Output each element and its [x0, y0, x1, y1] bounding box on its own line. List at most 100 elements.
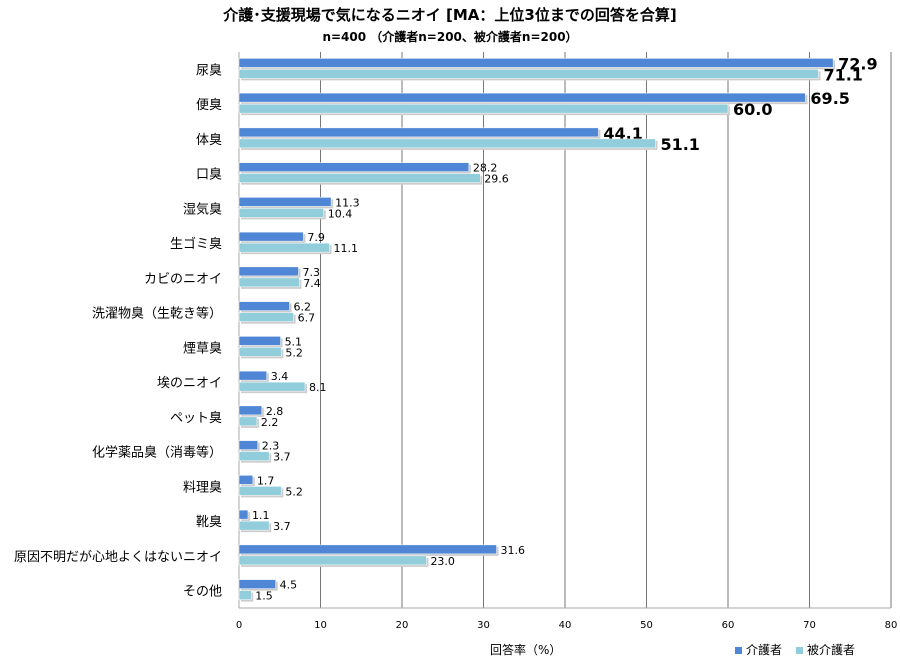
- data-label: 23.0: [430, 555, 455, 568]
- category-label: 口臭: [196, 168, 222, 183]
- bar-caregiver: [238, 162, 470, 172]
- bar-caregiver: [238, 127, 599, 138]
- data-label: 11.3: [335, 196, 360, 209]
- data-label: 1.1: [252, 509, 270, 522]
- data-label: 31.6: [501, 544, 526, 557]
- category-label: 尿臭: [196, 63, 222, 78]
- data-label: 7.9: [307, 231, 325, 244]
- bar-caregiver: [238, 509, 249, 520]
- data-label: 2.2: [261, 416, 279, 429]
- legend-label: 介護者: [746, 643, 783, 657]
- data-label: 3.7: [273, 520, 291, 533]
- x-tick-label: 10: [314, 620, 327, 631]
- data-label: 60.0: [733, 100, 772, 119]
- legend-item-0: 介護者: [735, 641, 782, 658]
- bar-caregiver: [238, 405, 263, 416]
- x-tick-label: 0: [236, 620, 242, 631]
- data-label: 1.5: [255, 590, 273, 603]
- category-label: 洗濯物臭（生乾き等）: [92, 306, 222, 322]
- data-label: 2.8: [266, 405, 284, 418]
- data-label: 72.9: [838, 54, 877, 73]
- data-label: 71.1: [823, 65, 862, 84]
- data-label: 10.4: [328, 207, 353, 220]
- bar-caregiver: [238, 544, 497, 555]
- x-tick-label: 50: [640, 620, 653, 631]
- bar-care-receiver: [238, 138, 656, 149]
- category-label: ペット臭: [170, 411, 222, 426]
- legend-item-1: 被介護者: [796, 641, 855, 658]
- category-label: 化学薬品臭（消毒等）: [92, 445, 222, 461]
- bar-caregiver: [238, 92, 806, 103]
- bar-care-receiver: [238, 486, 282, 496]
- bar-caregiver: [238, 266, 299, 277]
- data-label: 5.2: [285, 346, 303, 359]
- data-label: 11.1: [333, 242, 358, 255]
- x-axis-label: 回答率（%）: [490, 643, 562, 657]
- category-label: 便臭: [196, 98, 222, 113]
- category-label: 煙草臭: [183, 341, 222, 356]
- x-tick-label: 70: [803, 620, 816, 631]
- data-label: 3.7: [273, 451, 291, 464]
- bar-caregiver: [238, 197, 332, 207]
- category-label: 埃のニオイ: [157, 376, 222, 391]
- data-label: 6.2: [294, 301, 312, 314]
- data-label: 28.2: [473, 162, 498, 175]
- bar-care-receiver: [238, 312, 294, 322]
- chart-subtitle: n=400 （介護者n=200、被介護者n=200）: [322, 30, 578, 44]
- legend-swatch: [796, 647, 804, 654]
- data-label: 51.1: [660, 135, 699, 154]
- bar-care-receiver: [238, 242, 330, 253]
- legend: 介護者 被介護者: [735, 641, 855, 658]
- data-label: 5.1: [285, 335, 303, 348]
- data-label: 6.7: [298, 312, 316, 325]
- data-label: 4.5: [280, 579, 298, 592]
- bar-care-receiver: [238, 208, 325, 218]
- data-label: 69.5: [810, 89, 849, 108]
- data-label: 7.4: [303, 277, 321, 290]
- bar-care-receiver: [238, 451, 270, 461]
- category-label: 靴臭: [196, 515, 222, 530]
- legend-label: 被介護者: [807, 643, 856, 657]
- category-label: 体臭: [196, 133, 222, 148]
- category-label: 料理臭: [183, 480, 222, 495]
- bar-care-receiver: [238, 277, 300, 288]
- data-label: 44.1: [603, 124, 642, 143]
- category-label: 原因不明だが心地よくはないニオイ: [14, 550, 222, 565]
- x-tick-label: 80: [885, 620, 898, 631]
- bar-care-receiver: [238, 347, 282, 357]
- legend-swatch: [735, 647, 742, 654]
- chart-title: 介護･支援現場で気になるニオイ [MA：上位3位までの回答を合算]: [223, 6, 677, 24]
- bar-caregiver: [238, 370, 267, 381]
- category-label: その他: [183, 585, 222, 600]
- data-label: 2.3: [262, 440, 280, 453]
- data-label: 8.1: [309, 381, 327, 394]
- bar-caregiver: [238, 336, 281, 346]
- x-tick-label: 30: [477, 620, 490, 631]
- bar-caregiver: [238, 440, 258, 450]
- data-label: 29.6: [484, 173, 509, 186]
- bar-care-receiver: [238, 173, 481, 183]
- category-label: カビのニオイ: [144, 272, 222, 287]
- data-label: 1.7: [257, 474, 275, 487]
- bar-care-receiver: [238, 555, 427, 566]
- category-label: 湿気臭: [183, 201, 222, 217]
- bar-care-receiver: [238, 381, 306, 392]
- x-tick-label: 40: [559, 620, 572, 631]
- bar-caregiver: [238, 475, 254, 485]
- bar-care-receiver: [238, 590, 252, 600]
- bar-caregiver: [238, 231, 304, 242]
- bar-care-receiver: [238, 520, 270, 531]
- data-label: 5.2: [285, 485, 303, 498]
- bar-care-receiver: [238, 69, 819, 79]
- bar-care-receiver: [238, 103, 729, 114]
- category-label: 生ゴミ臭: [170, 236, 222, 252]
- data-label: 7.3: [302, 266, 320, 279]
- x-tick-label: 60: [722, 620, 735, 631]
- bar-care-receiver: [238, 416, 258, 427]
- x-tick-label: 20: [396, 620, 409, 631]
- data-label: 3.4: [271, 370, 289, 383]
- bar-caregiver: [238, 58, 834, 68]
- bar-caregiver: [238, 301, 290, 311]
